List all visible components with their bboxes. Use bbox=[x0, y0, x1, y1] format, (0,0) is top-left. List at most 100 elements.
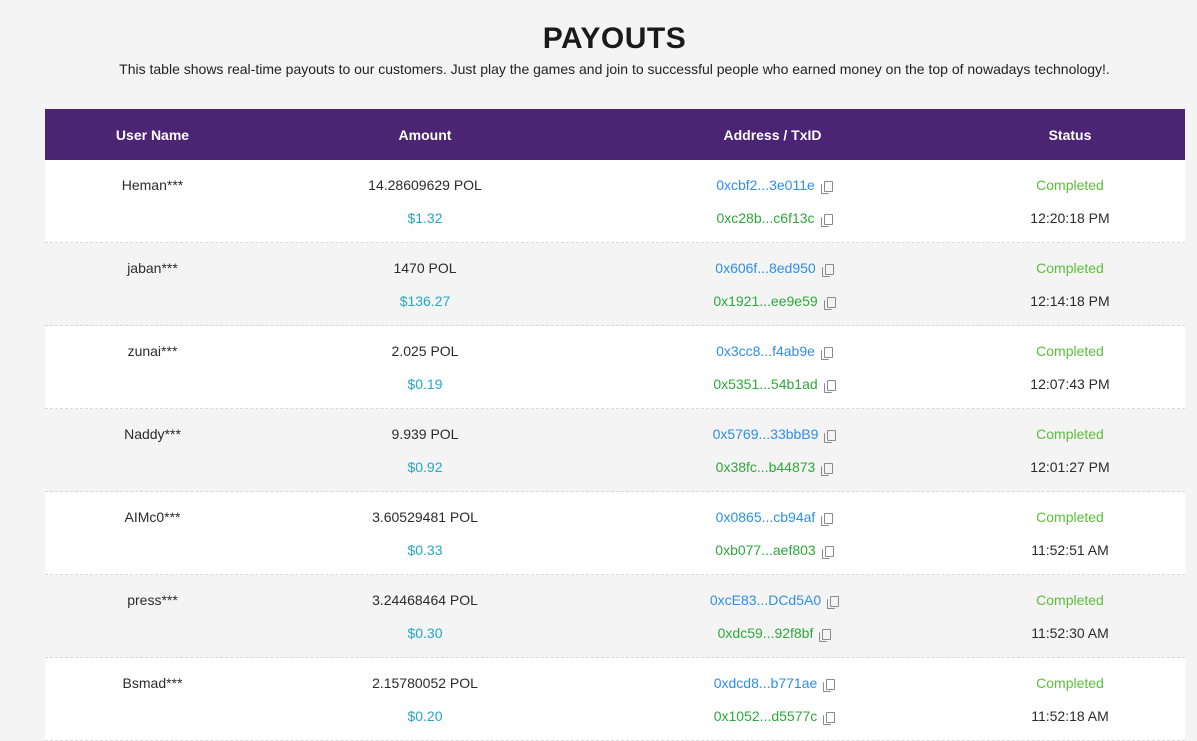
user-name: AIMc0*** bbox=[124, 509, 181, 525]
amount-cell: 14.28609629 POL $1.32 bbox=[260, 160, 590, 242]
txid-link[interactable]: 0x5351...54b1ad bbox=[713, 376, 818, 392]
address-cell: 0x3cc8...f4ab9e 0x5351...54b1ad bbox=[590, 326, 955, 408]
copy-icon[interactable] bbox=[823, 712, 836, 725]
status-cell: Completed 11:52:30 AM bbox=[955, 575, 1185, 657]
payout-time: 12:14:18 PM bbox=[1030, 293, 1110, 309]
txid-link[interactable]: 0xc28b...c6f13c bbox=[716, 210, 815, 226]
copy-icon[interactable] bbox=[820, 181, 833, 194]
amount-value: 3.60529481 POL bbox=[372, 509, 478, 525]
amount-cell: 3.60529481 POL $0.33 bbox=[260, 492, 590, 574]
amount-cell: 3.24468464 POL $0.30 bbox=[260, 575, 590, 657]
page-title: PAYOUTS bbox=[542, 22, 687, 55]
table-body: Heman*** 14.28609629 POL $1.32 0xcbf2...3e0… bbox=[45, 160, 1185, 741]
user-name: Heman*** bbox=[121, 177, 184, 193]
user-cell: Heman*** bbox=[45, 160, 260, 242]
usd-value: $0.33 bbox=[407, 542, 443, 558]
user-cell: jaban*** bbox=[45, 243, 260, 325]
status-cell: Completed 11:52:51 AM bbox=[955, 492, 1185, 574]
status-cell: Completed 12:14:18 PM bbox=[955, 243, 1185, 325]
status-cell: Completed 12:07:43 PM bbox=[955, 326, 1185, 408]
user-cell: Naddy*** bbox=[45, 409, 260, 491]
table-row: press*** 3.24468464 POL $0.30 0xcE83...DCd5… bbox=[45, 575, 1185, 658]
txid-link[interactable]: 0x38fc...b44873 bbox=[715, 459, 816, 475]
user-name: jaban*** bbox=[127, 260, 178, 276]
status-badge: Completed bbox=[1036, 675, 1104, 691]
usd-value: $0.20 bbox=[407, 708, 443, 724]
column-header-amount: Amount bbox=[398, 126, 452, 143]
payout-time: 11:52:30 AM bbox=[1031, 625, 1109, 641]
payout-time: 12:01:27 PM bbox=[1030, 459, 1110, 475]
copy-icon[interactable] bbox=[823, 297, 836, 310]
txid-link[interactable]: 0xb077...aef803 bbox=[715, 542, 816, 558]
user-name: zunai*** bbox=[127, 343, 178, 359]
user-name: Bsmad*** bbox=[122, 675, 183, 691]
address-link[interactable]: 0x606f...8ed950 bbox=[715, 260, 816, 276]
page-subtitle: This table shows real-time payouts to ou… bbox=[119, 61, 1110, 77]
table-row: AIMc0*** 3.60529481 POL $0.33 0x0865...cb94… bbox=[45, 492, 1185, 575]
status-badge: Completed bbox=[1036, 343, 1104, 359]
user-cell: AIMc0*** bbox=[45, 492, 260, 574]
table-row: jaban*** 1470 POL $136.27 0x606f...8ed950 0x… bbox=[45, 243, 1185, 326]
txid-link[interactable]: 0x1052...d5577c bbox=[713, 708, 818, 724]
table-header: User Name Amount Address / TxID Status bbox=[45, 109, 1185, 160]
copy-icon[interactable] bbox=[821, 463, 834, 476]
copy-icon[interactable] bbox=[821, 264, 834, 277]
payouts-table: User Name Amount Address / TxID Status H… bbox=[45, 109, 1185, 741]
amount-value: 2.025 POL bbox=[391, 343, 459, 359]
status-badge: Completed bbox=[1036, 426, 1104, 442]
column-header-address-txid: Address / TxID bbox=[723, 126, 822, 143]
copy-icon[interactable] bbox=[820, 347, 833, 360]
address-link[interactable]: 0x3cc8...f4ab9e bbox=[716, 343, 815, 359]
amount-value: 2.15780052 POL bbox=[372, 675, 478, 691]
address-link[interactable]: 0x5769...33bbB9 bbox=[712, 426, 819, 442]
column-header-user-name: User Name bbox=[115, 126, 190, 143]
column-header-status: Status bbox=[1048, 126, 1092, 143]
user-name: press*** bbox=[127, 592, 178, 608]
amount-cell: 1470 POL $136.27 bbox=[260, 243, 590, 325]
amount-cell: 2.15780052 POL $0.20 bbox=[260, 658, 590, 740]
amount-value: 1470 POL bbox=[393, 260, 457, 276]
amount-value: 3.24468464 POL bbox=[372, 592, 478, 608]
usd-value: $1.32 bbox=[407, 210, 443, 226]
table-row: Bsmad*** 2.15780052 POL $0.20 0xdcd8...b771… bbox=[45, 658, 1185, 741]
copy-icon[interactable] bbox=[819, 629, 832, 642]
txid-link[interactable]: 0xdc59...92f8bf bbox=[717, 625, 814, 641]
status-badge: Completed bbox=[1036, 177, 1104, 193]
table-row: Naddy*** 9.939 POL $0.92 0x5769...33bbB9 0x3… bbox=[45, 409, 1185, 492]
address-link[interactable]: 0xcE83...DCd5A0 bbox=[709, 592, 822, 608]
amount-value: 9.939 POL bbox=[391, 426, 459, 442]
amount-cell: 9.939 POL $0.92 bbox=[260, 409, 590, 491]
address-cell: 0xcbf2...3e011e 0xc28b...c6f13c bbox=[590, 160, 955, 242]
usd-value: $136.27 bbox=[399, 293, 451, 309]
payout-time: 11:52:51 AM bbox=[1031, 542, 1109, 558]
copy-icon[interactable] bbox=[821, 513, 834, 526]
copy-icon[interactable] bbox=[820, 214, 833, 227]
payout-time: 12:20:18 PM bbox=[1030, 210, 1110, 226]
copy-icon[interactable] bbox=[823, 380, 836, 393]
address-cell: 0x5769...33bbB9 0x38fc...b44873 bbox=[590, 409, 955, 491]
address-link[interactable]: 0xdcd8...b771ae bbox=[713, 675, 818, 691]
amount-value: 14.28609629 POL bbox=[368, 177, 482, 193]
status-cell: Completed 11:52:18 AM bbox=[955, 658, 1185, 740]
txid-link[interactable]: 0x1921...ee9e59 bbox=[713, 293, 818, 309]
address-link[interactable]: 0x0865...cb94af bbox=[715, 509, 816, 525]
address-link[interactable]: 0xcbf2...3e011e bbox=[716, 177, 815, 193]
status-cell: Completed 12:20:18 PM bbox=[955, 160, 1185, 242]
user-cell: zunai*** bbox=[45, 326, 260, 408]
usd-value: $0.19 bbox=[407, 376, 443, 392]
copy-icon[interactable] bbox=[821, 546, 834, 559]
usd-value: $0.92 bbox=[407, 459, 443, 475]
user-name: Naddy*** bbox=[124, 426, 181, 442]
address-cell: 0xcE83...DCd5A0 0xdc59...92f8bf bbox=[590, 575, 955, 657]
table-row: zunai*** 2.025 POL $0.19 0x3cc8...f4ab9e 0x5… bbox=[45, 326, 1185, 409]
status-cell: Completed 12:01:27 PM bbox=[955, 409, 1185, 491]
payout-time: 11:52:18 AM bbox=[1031, 708, 1109, 724]
copy-icon[interactable] bbox=[824, 430, 837, 443]
status-badge: Completed bbox=[1036, 509, 1104, 525]
copy-icon[interactable] bbox=[823, 679, 836, 692]
table-row: Heman*** 14.28609629 POL $1.32 0xcbf2...3e0… bbox=[45, 160, 1185, 243]
usd-value: $0.30 bbox=[407, 625, 443, 641]
copy-icon[interactable] bbox=[827, 596, 840, 609]
address-cell: 0x606f...8ed950 0x1921...ee9e59 bbox=[590, 243, 955, 325]
